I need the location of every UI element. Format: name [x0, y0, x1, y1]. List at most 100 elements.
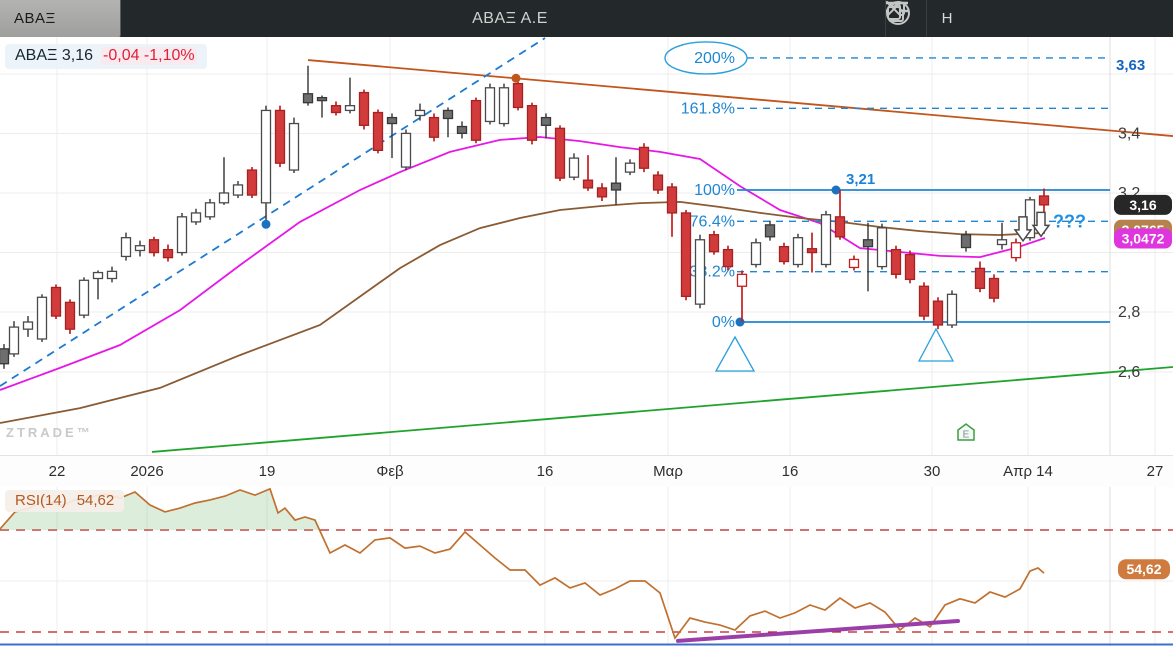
- fib-marker-dot[interactable]: [831, 185, 841, 195]
- candle: [36, 296, 48, 340]
- candle: [526, 105, 538, 141]
- candle: [764, 224, 776, 238]
- rsi-line: [0, 487, 1045, 640]
- fib-label-100%: 100%: [694, 182, 735, 199]
- rsi-trendline[interactable]: [676, 619, 960, 643]
- date-tick-label: Μαρ: [653, 463, 683, 480]
- candle: [302, 93, 314, 104]
- lock-button[interactable]: [888, 0, 1047, 37]
- candlesticks: [0, 65, 1050, 369]
- candle: [78, 279, 90, 316]
- candle: [330, 105, 342, 114]
- candle: [680, 212, 692, 298]
- date-tick-label: 30: [923, 463, 941, 480]
- candle: [582, 179, 594, 189]
- candle: [50, 286, 62, 317]
- trendline-support-green[interactable]: [151, 366, 1173, 453]
- candle: [246, 169, 258, 196]
- candle: [92, 271, 104, 280]
- ma-slow-brown: [0, 200, 1046, 424]
- trendline-uptrend-blue-dashed[interactable]: [0, 37, 546, 387]
- candle: [120, 237, 132, 258]
- divider: [885, 0, 886, 37]
- candle: [624, 162, 636, 173]
- candle: [386, 116, 398, 125]
- price-axis-label: 3,4: [1118, 125, 1140, 142]
- down-arrow-icon[interactable]: [1013, 216, 1033, 243]
- candle: [554, 127, 566, 179]
- down-arrow-icon[interactable]: [1031, 211, 1051, 238]
- candle: [792, 237, 804, 266]
- candle: [666, 186, 678, 214]
- candle: [708, 234, 720, 253]
- titlebar: ΑΒΑΞ ΑΒΑΞ Α.Ε H ”: [0, 0, 1173, 37]
- rsi-value-badge: [1118, 559, 1170, 580]
- candle: [316, 96, 328, 102]
- candle: [946, 293, 958, 326]
- candle: [806, 248, 818, 254]
- candle: [134, 245, 146, 252]
- candle: [996, 239, 1008, 246]
- menu-button[interactable]: [886, 0, 1087, 37]
- date-tick-label: Απρ 14: [1003, 463, 1053, 480]
- restore-window-button[interactable]: [887, 0, 1127, 37]
- question-annotation[interactable]: ???: [1053, 211, 1086, 231]
- price-axis-label: 2,6: [1118, 364, 1140, 381]
- price-badge: [1114, 228, 1172, 249]
- price-axis-label: 2,8: [1118, 304, 1140, 321]
- divider: [926, 0, 927, 37]
- candle: [162, 248, 174, 259]
- candle: [414, 109, 426, 117]
- trend-ellipse[interactable]: [664, 41, 748, 75]
- timeframe-label: H: [941, 10, 953, 27]
- rsi-indicator-label: RSI(14): [15, 492, 67, 509]
- rsi-legend: RSI(14) 54,62: [5, 490, 125, 512]
- trendline-resistance-orange[interactable]: [307, 59, 1173, 137]
- candle: [778, 245, 790, 263]
- fib-price-label: 3,21: [846, 171, 875, 188]
- event-icon[interactable]: [957, 423, 975, 441]
- candle: [960, 234, 972, 249]
- candle: [64, 301, 76, 330]
- fib-label-200%: 200%: [694, 50, 735, 67]
- candle: [106, 270, 118, 280]
- event-icon-letter: E: [963, 430, 970, 441]
- timeframe-button[interactable]: H: [927, 0, 967, 37]
- symbol-tab[interactable]: ΑΒΑΞ: [0, 0, 121, 37]
- candle: [540, 116, 552, 126]
- fib-label-161.8%: 161.8%: [681, 100, 735, 117]
- trendline-anchor-dot[interactable]: [261, 219, 271, 229]
- candle: [904, 254, 916, 281]
- date-tick-label: 2026: [130, 463, 164, 480]
- date-tick-label: Φεβ: [376, 463, 404, 480]
- triangle-marker[interactable]: [917, 327, 955, 362]
- rsi-canvas[interactable]: 54,62: [0, 487, 1173, 646]
- date-axis[interactable]: 22 2026 19 Φεβ 16 Μαρ 16 30 Απρ 14 27: [0, 455, 1173, 489]
- triangle-marker[interactable]: [714, 335, 756, 372]
- price-badge-label: 3,0472: [1122, 231, 1165, 247]
- close-button[interactable]: [887, 0, 1167, 37]
- candle: [848, 258, 860, 269]
- candle: [722, 248, 734, 268]
- platform-watermark: ZTRADE™: [6, 425, 93, 440]
- price-axis: 3,43,22,82,63,633,163,07653,0472: [1114, 57, 1172, 381]
- rsi-value-badge-label: 54,62: [1126, 561, 1161, 577]
- rsi-indicator-value: 54,62: [76, 492, 115, 509]
- quotes-button[interactable]: ”: [886, 0, 1007, 37]
- resistance-anchor-dot[interactable]: [511, 73, 521, 83]
- candle: [498, 87, 510, 125]
- candle: [876, 227, 888, 268]
- candle: [638, 146, 650, 169]
- candle: [190, 212, 202, 223]
- grid: [0, 37, 1173, 455]
- date-tick-label: 22: [48, 463, 66, 480]
- candle: [596, 187, 608, 198]
- candle: [750, 242, 762, 266]
- fib-marker-dot[interactable]: [735, 317, 745, 327]
- price-chart-canvas[interactable]: 200%161.8%100%3,2176.4%38.2%0%???E3,43,2…: [0, 37, 1173, 455]
- date-tick-label: 16: [781, 463, 799, 480]
- candle: [288, 122, 300, 171]
- candle: [456, 125, 468, 135]
